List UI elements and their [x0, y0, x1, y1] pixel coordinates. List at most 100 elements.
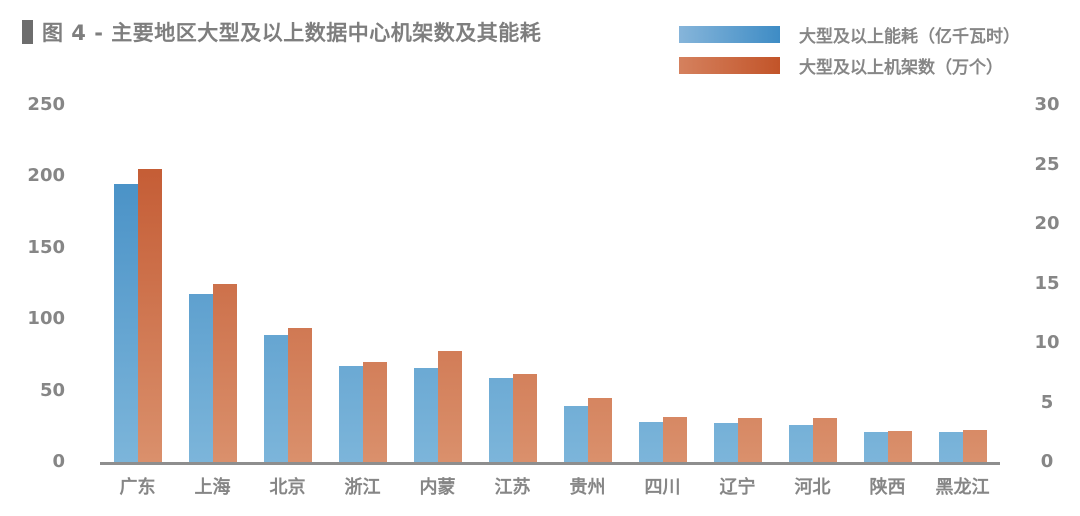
bar-group: 陕西 — [850, 105, 925, 498]
energy-bar — [263, 334, 288, 462]
racks-bar — [212, 283, 237, 462]
y-axis-right-tick: 5 — [1040, 391, 1054, 413]
x-axis-label: 广东 — [119, 477, 156, 498]
bar-gradient — [563, 406, 588, 462]
x-axis-label: 陕西 — [869, 477, 906, 498]
bar-group: 江苏 — [475, 105, 550, 498]
bar-group: 浙江 — [325, 105, 400, 498]
energy-bar — [338, 366, 363, 462]
racks-bar — [887, 431, 912, 462]
bar-group: 河北 — [775, 105, 850, 498]
x-axis-label: 浙江 — [344, 477, 381, 498]
racks-bar — [137, 169, 162, 462]
bar-gradient — [938, 432, 963, 462]
bar-gradient — [437, 351, 462, 462]
y-axis-right-tick: 20 — [1034, 213, 1060, 234]
x-axis-label: 黑龙江 — [935, 477, 990, 498]
legend-item-racks: 大型及以上机架数（万个） — [679, 56, 1020, 78]
x-axis-label: 河北 — [794, 477, 831, 498]
bar-group: 广东 — [100, 105, 175, 498]
bar-gradient — [137, 169, 162, 462]
y-axis-left-tick: 250 — [27, 94, 65, 115]
y-axis-right-tick: 25 — [1034, 153, 1060, 175]
legend-label-energy: 大型及以上能耗（亿千瓦时） — [799, 26, 1020, 47]
energy-bar — [188, 293, 213, 462]
racks-bar — [812, 418, 837, 462]
racks-bar — [512, 373, 537, 462]
y-axis-left: 0 50 100 150 200 250 — [0, 96, 65, 471]
y-axis-left-tick: 150 — [27, 236, 65, 258]
bar-gradient — [713, 423, 738, 462]
bar-gradient — [113, 183, 138, 462]
chart-title: 图 4 - 主要地区大型及以上数据中心机架数及其能耗 — [42, 21, 542, 45]
bar-gradient — [338, 366, 363, 462]
y-axis-right-tick: 10 — [1034, 332, 1060, 353]
y-axis-right-tick: 15 — [1034, 272, 1060, 294]
y-axis-right-tick: 0 — [1040, 451, 1054, 472]
y-axis-right: 0 5 10 15 20 25 30 — [1032, 96, 1062, 471]
bar-group: 内蒙 — [400, 105, 475, 498]
bar-gradient — [737, 418, 762, 462]
plot-area: 广东 上海 北京 浙江 内蒙 江苏 贵州 四川 辽宁 河北 陕西 黑龙江 — [100, 105, 1000, 498]
legend-item-energy: 大型及以上能耗（亿千瓦时） — [679, 25, 1020, 47]
energy-bar — [488, 377, 513, 462]
bar-gradient — [638, 422, 663, 462]
racks-bar — [587, 397, 612, 462]
energy-bar — [113, 183, 138, 462]
title-marker-icon — [22, 20, 33, 44]
legend-label-racks: 大型及以上机架数（万个） — [799, 57, 1003, 78]
x-axis-line — [100, 462, 1000, 465]
x-axis-label: 江苏 — [494, 477, 531, 498]
bar-gradient — [662, 416, 687, 462]
energy-bar — [938, 432, 963, 462]
energy-bar — [863, 432, 888, 462]
bar-gradient — [263, 334, 288, 462]
legend-swatch-racks — [679, 56, 780, 74]
bar-group: 四川 — [625, 105, 700, 498]
racks-bar — [662, 416, 687, 462]
x-axis-label: 内蒙 — [419, 477, 456, 498]
y-axis-left-tick: 100 — [27, 308, 65, 330]
energy-bar — [563, 406, 588, 462]
energy-bar — [638, 422, 663, 462]
x-axis-label: 北京 — [269, 477, 306, 498]
racks-bar — [362, 362, 387, 462]
y-axis-right-tick: 30 — [1034, 94, 1060, 115]
bar-gradient — [962, 429, 987, 462]
legend: 大型及以上能耗（亿千瓦时） 大型及以上机架数（万个） — [679, 25, 1020, 78]
bar-gradient — [188, 293, 213, 462]
x-axis-label: 上海 — [194, 477, 231, 498]
x-axis-label: 贵州 — [569, 477, 606, 498]
energy-bar — [413, 367, 438, 462]
bar-gradient — [812, 418, 837, 462]
bar-gradient — [512, 373, 537, 462]
racks-bar — [437, 351, 462, 462]
y-axis-left-tick: 0 — [52, 451, 65, 472]
legend-swatch-energy — [679, 25, 780, 43]
x-axis-label: 辽宁 — [719, 477, 756, 498]
bar-gradient — [587, 397, 612, 462]
bar-gradient — [287, 327, 312, 462]
bar-group: 贵州 — [550, 105, 625, 498]
energy-bar — [788, 424, 813, 462]
chart-title-row: 图 4 - 主要地区大型及以上数据中心机架数及其能耗 — [22, 17, 541, 47]
bar-gradient — [413, 367, 438, 462]
x-axis-label: 四川 — [644, 477, 681, 498]
plot-groups: 广东 上海 北京 浙江 内蒙 江苏 贵州 四川 辽宁 河北 陕西 黑龙江 — [100, 105, 1000, 498]
bar-gradient — [362, 362, 387, 462]
bar-gradient — [488, 377, 513, 462]
bar-gradient — [887, 431, 912, 462]
bar-gradient — [212, 283, 237, 462]
y-axis-left-tick: 200 — [27, 165, 65, 187]
bar-group: 黑龙江 — [925, 105, 1000, 498]
racks-bar — [737, 418, 762, 462]
bar-group: 北京 — [250, 105, 325, 498]
racks-bar — [962, 429, 987, 462]
bar-gradient — [863, 432, 888, 462]
energy-bar — [713, 423, 738, 462]
y-axis-left-tick: 50 — [39, 379, 65, 401]
bar-gradient — [788, 424, 813, 462]
racks-bar — [287, 327, 312, 462]
bar-group: 上海 — [175, 105, 250, 498]
